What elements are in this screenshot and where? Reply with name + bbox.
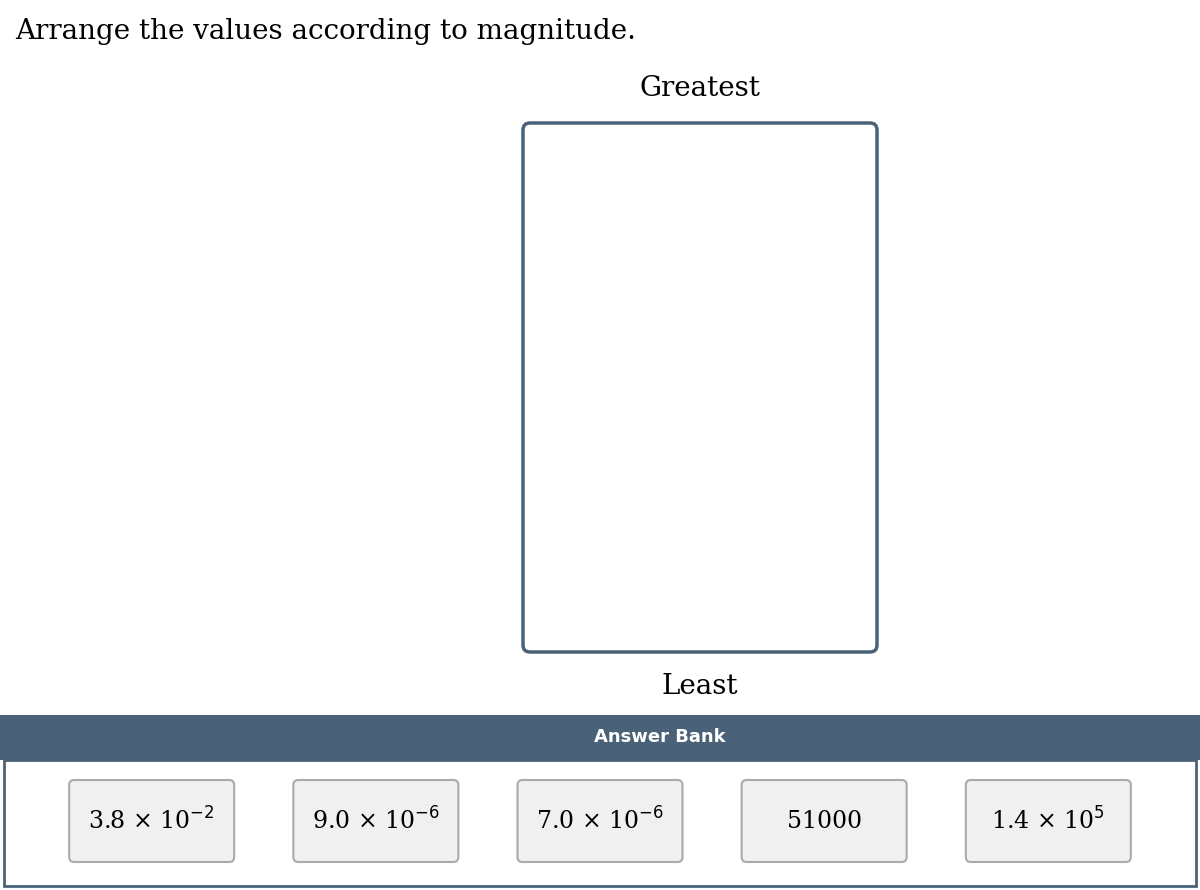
Text: 1.4 × 10$^{5}$: 1.4 × 10$^{5}$ [991, 807, 1105, 835]
FancyBboxPatch shape [966, 780, 1130, 862]
Text: 7.0 × 10$^{-6}$: 7.0 × 10$^{-6}$ [536, 807, 664, 835]
Bar [4, 760, 1196, 886]
Text: 9.0 × 10$^{-6}$: 9.0 × 10$^{-6}$ [312, 807, 439, 835]
Text: 51000: 51000 [787, 810, 862, 832]
Text: Greatest: Greatest [640, 75, 761, 102]
FancyBboxPatch shape [517, 780, 683, 862]
FancyBboxPatch shape [70, 780, 234, 862]
Bar [0, 715, 1200, 760]
Text: Answer Bank: Answer Bank [594, 729, 726, 747]
Text: Least: Least [661, 673, 738, 700]
FancyBboxPatch shape [742, 780, 907, 862]
Text: Arrange the values according to magnitude.: Arrange the values according to magnitud… [14, 18, 636, 45]
FancyBboxPatch shape [293, 780, 458, 862]
FancyBboxPatch shape [523, 123, 877, 652]
Text: 3.8 × 10$^{-2}$: 3.8 × 10$^{-2}$ [89, 807, 215, 835]
